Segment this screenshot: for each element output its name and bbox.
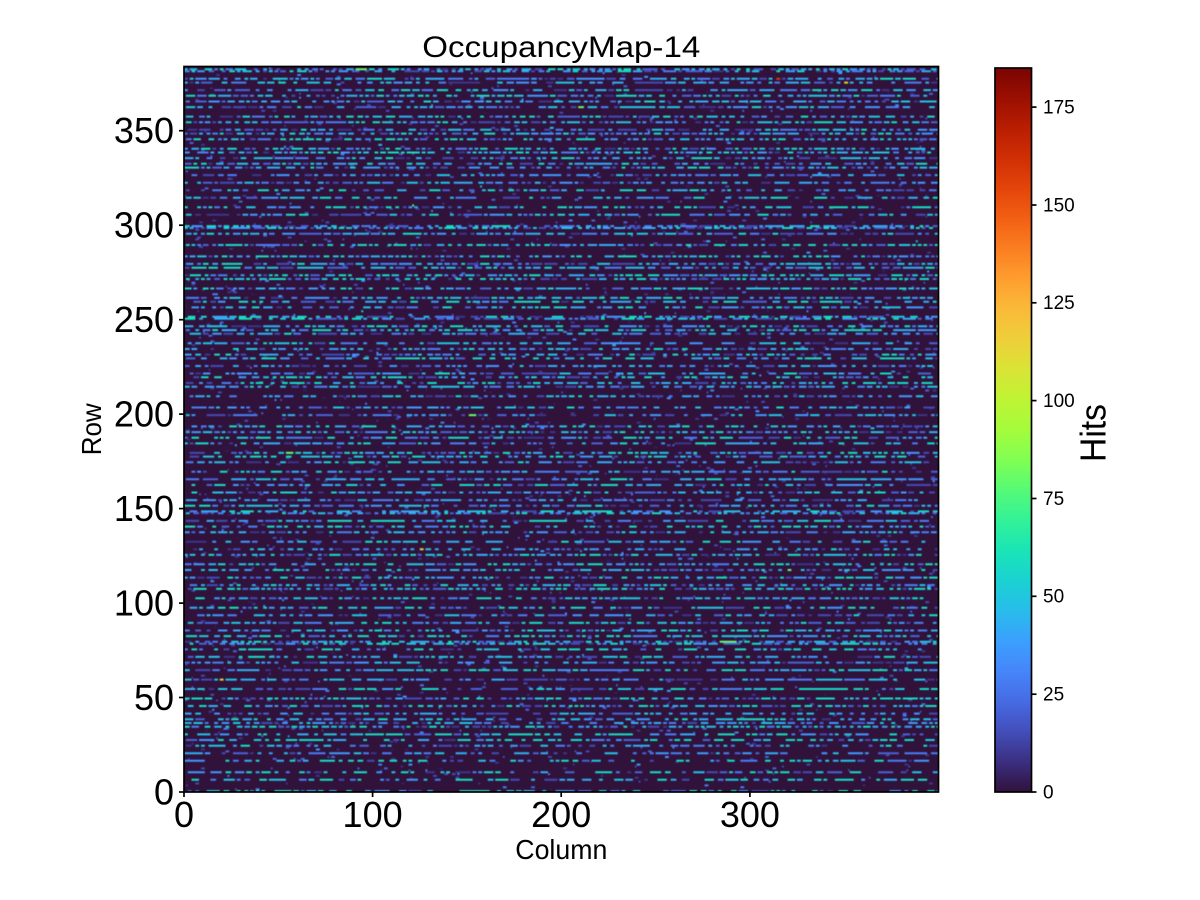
svg-text:350: 350 [114, 110, 174, 151]
svg-text:Row: Row [76, 403, 107, 456]
svg-text:Hits: Hits [1073, 404, 1114, 462]
svg-text:200: 200 [114, 394, 174, 435]
svg-text:100: 100 [1043, 391, 1075, 412]
svg-text:300: 300 [720, 794, 780, 835]
svg-text:0: 0 [1043, 782, 1054, 803]
svg-text:0: 0 [174, 794, 194, 835]
svg-text:250: 250 [114, 299, 174, 340]
svg-text:25: 25 [1043, 685, 1064, 706]
svg-text:50: 50 [1043, 587, 1064, 608]
svg-text:150: 150 [1043, 195, 1075, 216]
svg-text:50: 50 [134, 677, 174, 718]
svg-text:125: 125 [1043, 293, 1075, 314]
svg-text:100: 100 [114, 583, 174, 624]
svg-text:75: 75 [1043, 489, 1064, 510]
svg-text:175: 175 [1043, 98, 1075, 119]
svg-text:300: 300 [114, 205, 174, 246]
svg-text:200: 200 [531, 794, 591, 835]
svg-text:OccupancyMap-14: OccupancyMap-14 [422, 31, 700, 64]
svg-text:Column: Column [515, 834, 607, 865]
svg-text:150: 150 [114, 488, 174, 529]
svg-text:100: 100 [343, 794, 403, 835]
svg-text:0: 0 [154, 771, 174, 812]
